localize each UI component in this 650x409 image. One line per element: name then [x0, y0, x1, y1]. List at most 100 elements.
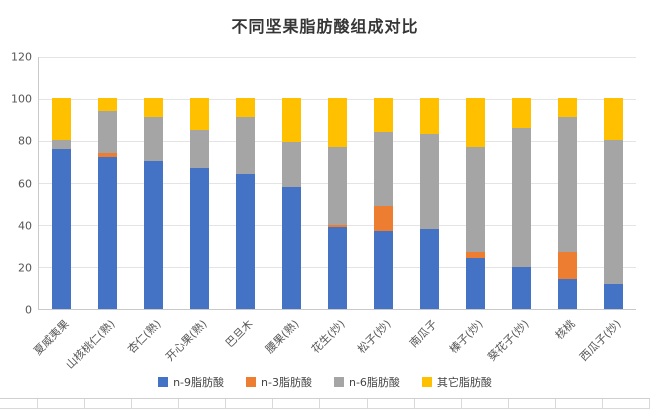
x-axis-category-label: 核桃: [552, 317, 578, 343]
bar-segment: [511, 98, 531, 128]
stacked-bar: [465, 98, 485, 309]
bar-segment: [557, 279, 577, 309]
bar-segment: [557, 252, 577, 280]
bar-segment: [465, 98, 485, 147]
bar-segment: [52, 148, 72, 309]
x-axis-category-label: 杏仁(熟): [125, 317, 164, 357]
bar-segment: [282, 186, 302, 309]
stacked-bar: [282, 98, 302, 309]
y-axis-tick-label: 20: [18, 261, 32, 275]
bar-segment: [373, 205, 393, 231]
x-axis-category-label: 花生(炒): [309, 317, 348, 357]
legend-swatch-icon: [158, 377, 169, 387]
bar-segment: [465, 258, 485, 309]
bar-segment: [98, 153, 118, 158]
bar-segment: [373, 98, 393, 132]
bar-segment: [419, 134, 439, 229]
table-cell: [38, 399, 86, 409]
bar-segment: [603, 98, 623, 141]
bar-segment: [236, 117, 256, 175]
stacked-bar: [52, 98, 72, 309]
data-table-partial: [0, 398, 650, 409]
x-axis-category-label: 山核桃仁(熟): [63, 317, 118, 372]
x-axis-category-label: 松子(炒): [355, 317, 394, 357]
bar-segment: [236, 98, 256, 118]
bar-segment: [52, 98, 72, 141]
legend-item: 其它脂肪酸: [421, 374, 492, 390]
legend-label: n-3脂肪酸: [261, 376, 312, 389]
stacked-bar: [511, 98, 531, 309]
legend-swatch-icon: [421, 377, 432, 387]
bar-segment: [327, 224, 347, 227]
x-axis-category-label: 巴旦木: [223, 317, 256, 350]
x-axis-category-label: 葵花子(炒): [485, 317, 532, 364]
chart-title: 不同坚果脂肪酸组成对比: [231, 17, 419, 36]
bar-segment: [327, 226, 347, 309]
bar-segment: [144, 117, 164, 162]
stacked-bar: [419, 98, 439, 309]
bar-segment: [98, 110, 118, 153]
legend-swatch-icon: [246, 377, 257, 387]
bar-segment: [52, 140, 72, 149]
bar-segment: [327, 98, 347, 147]
stacked-bar: [603, 98, 623, 309]
bar-segment: [603, 283, 623, 309]
y-axis-tick-label: 0: [25, 303, 32, 317]
table-cell: [273, 399, 321, 409]
legend-item: n-6脂肪酸: [333, 374, 400, 390]
legend-label: n-6脂肪酸: [348, 376, 400, 389]
legend-label: n-9脂肪酸: [173, 376, 225, 389]
bar-segment: [557, 117, 577, 253]
x-axis-category-label: 榛子(炒): [447, 317, 486, 357]
bar-segment: [98, 157, 118, 309]
bar-segment: [419, 228, 439, 309]
stacked-bar: [236, 98, 256, 309]
bars-container: [39, 57, 636, 309]
stacked-bar: [144, 98, 164, 309]
y-axis-tick-label: 80: [18, 134, 32, 148]
y-axis-tick-label: 60: [18, 177, 32, 190]
gridline: [39, 56, 636, 58]
legend-label: 其它脂肪酸: [436, 376, 492, 389]
table-cell: [461, 399, 509, 409]
bar-segment: [373, 131, 393, 206]
bar-segment: [327, 146, 347, 225]
stacked-bar: [327, 98, 347, 309]
bar-segment: [465, 252, 485, 259]
legend-swatch-icon: [333, 377, 344, 387]
stacked-bar: [190, 98, 210, 309]
bar-segment: [190, 129, 210, 168]
table-cell: [602, 399, 650, 409]
y-axis-tick-label: 100: [11, 92, 32, 106]
legend-item: n-3脂肪酸: [246, 374, 312, 390]
y-axis-tick-label: 120: [11, 50, 32, 64]
bar-segment: [190, 98, 210, 130]
bar-segment: [282, 98, 302, 143]
bar-segment: [603, 140, 623, 284]
bar-segment: [511, 266, 531, 309]
x-axis-labels: 夏威夷果 山核桃仁(熟) 杏仁(熟) 开心果(熟) 巴旦木 腰果(熟) 花生(炒) 松子(炒)…: [31, 312, 636, 371]
table-cell: [414, 399, 462, 409]
x-axis-category-label: 西瓜子(炒): [577, 317, 624, 364]
bar-segment: [236, 174, 256, 309]
bar-segment: [190, 167, 210, 309]
bar-segment: [511, 127, 531, 267]
bar-segment: [282, 142, 302, 187]
stacked-bar: [98, 98, 118, 309]
table-cell: [85, 399, 133, 409]
bar-segment: [373, 231, 393, 309]
table-cell: [179, 399, 227, 409]
x-axis-category-label: 南瓜子: [407, 317, 440, 350]
table-cell: [132, 399, 180, 409]
legend: n-9脂肪酸 n-3脂肪酸 n-6脂肪酸 其它脂肪酸: [0, 374, 650, 390]
stacked-bar: [557, 98, 577, 309]
x-axis-category-label: 腰果(熟): [263, 317, 302, 357]
table-cell: [320, 399, 368, 409]
table-cell: [226, 399, 274, 409]
bar-segment: [465, 146, 485, 253]
x-axis-category-label: 开心果(熟): [163, 317, 210, 364]
table-cell: [555, 399, 603, 409]
bar-segment: [98, 98, 118, 111]
stacked-bar: [373, 98, 393, 309]
table-cell: [0, 399, 38, 409]
